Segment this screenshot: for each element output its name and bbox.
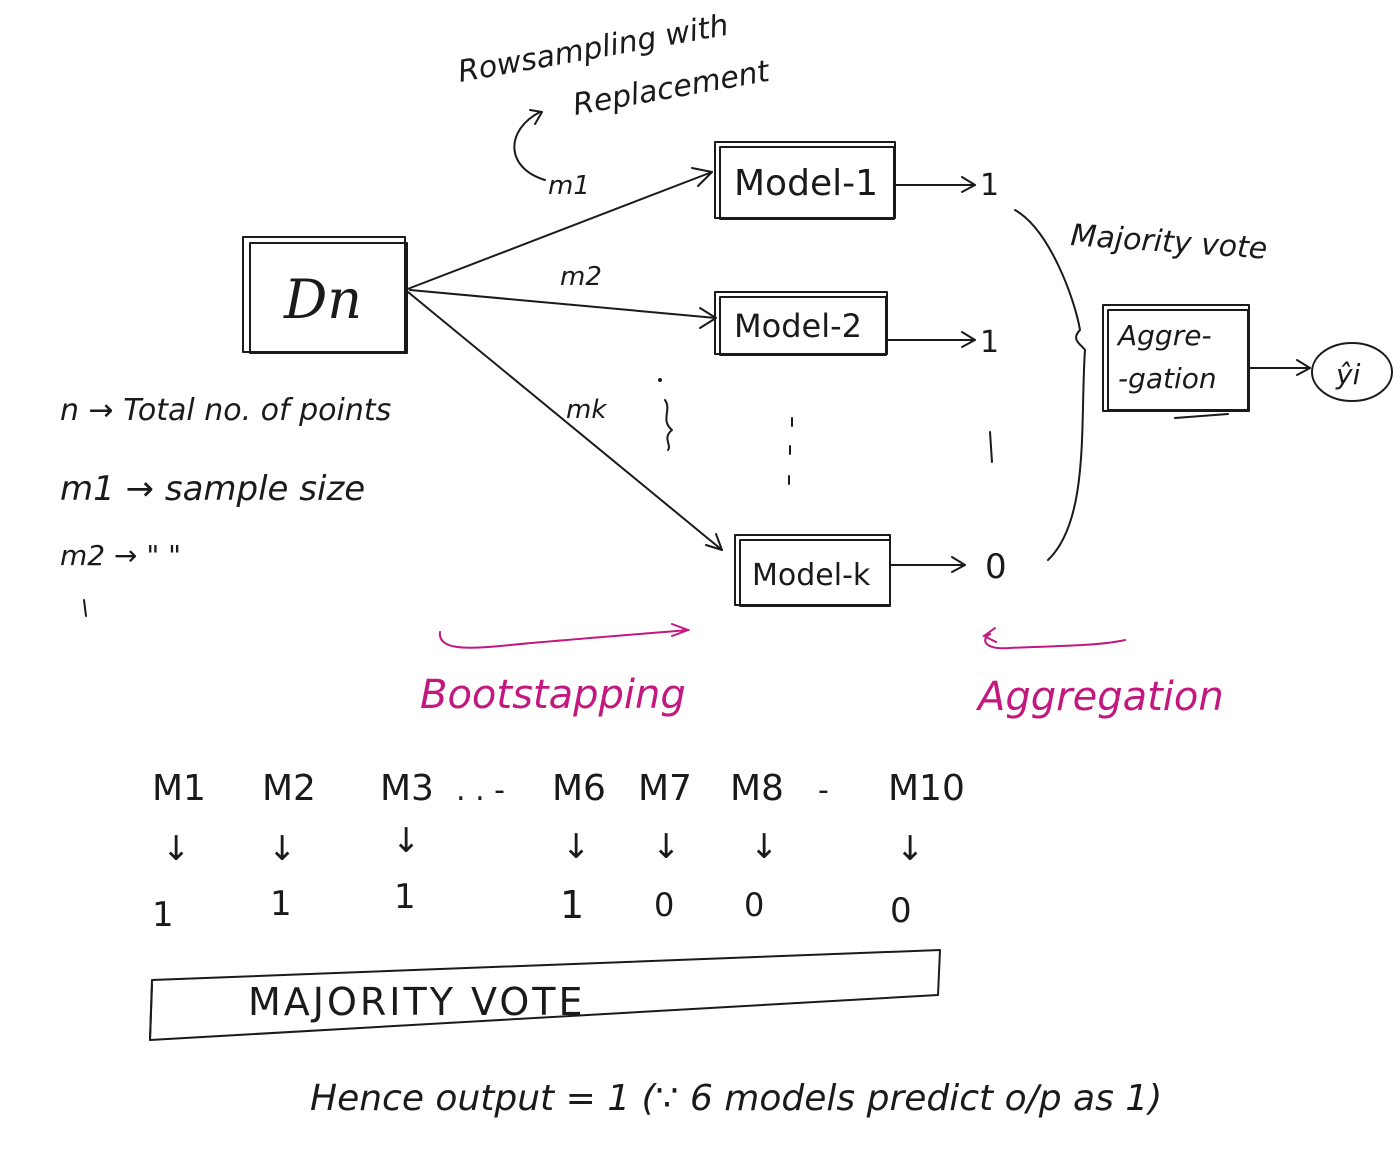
example-value-m2: 1 xyxy=(270,884,292,924)
dataset-label: Dn xyxy=(283,268,362,331)
model-box-1: Model-1 xyxy=(714,141,896,220)
example-ellipsis-2: - xyxy=(818,773,829,808)
majority-vote-label: Majority vote xyxy=(1069,218,1268,267)
example-value-m6: 1 xyxy=(560,883,584,927)
conclusion: Hence output = 1 (∵ 6 models predict o/p… xyxy=(310,1078,1162,1119)
curved-arrow xyxy=(513,111,546,181)
example-header-m10: M10 xyxy=(888,768,965,809)
sample-label-mk: mk xyxy=(566,395,607,425)
model-box-k: Model-k xyxy=(734,534,891,607)
curved-arrow-head xyxy=(529,109,543,125)
sample-label-m2: m2 xyxy=(560,262,602,292)
example-header-m8: M8 xyxy=(730,768,784,809)
legend-m2: m2 → " " xyxy=(60,539,181,572)
bootstrapping-underline xyxy=(438,629,689,649)
majority-brace xyxy=(1014,209,1086,561)
final-output-label: ŷi xyxy=(1335,358,1361,391)
example-value-m7: 0 xyxy=(654,886,674,924)
sample-ellipsis xyxy=(658,378,673,451)
example-arrow: ↓ xyxy=(652,827,681,867)
majority-vote-box: MAJORITY VOTE xyxy=(149,949,941,1041)
example-header-m2: M2 xyxy=(262,768,316,809)
model-output-1: 1 xyxy=(980,168,999,203)
top-note: Rowsampling with Replacement xyxy=(455,8,773,181)
legend-m1: m1 → sample size xyxy=(60,469,365,509)
aggregation-line2: -gation xyxy=(1118,362,1217,395)
example-header-m3: M3 xyxy=(380,768,434,809)
example-arrow: ↓ xyxy=(896,829,925,869)
sample-arrows xyxy=(404,167,723,551)
example-arrow: ↓ xyxy=(750,827,779,867)
example-value-m3: 1 xyxy=(394,877,416,917)
legend-n: n → Total no. of points xyxy=(60,393,391,428)
model-output-k: 0 xyxy=(985,547,1007,587)
example-ellipsis: . . - xyxy=(456,773,505,808)
model-ellipsis xyxy=(788,417,793,485)
example-values: 1 1 1 1 0 0 0 xyxy=(152,877,912,935)
legend-notes: n → Total no. of points m1 → sample size… xyxy=(60,393,391,617)
aggregation-underline xyxy=(984,633,1126,650)
example-arrow: ↓ xyxy=(392,821,421,861)
example-header-m6: M6 xyxy=(552,768,606,809)
example-value-m10: 0 xyxy=(890,891,912,931)
sample-label-m1: m1 xyxy=(548,171,590,201)
example-value-m8: 0 xyxy=(744,886,764,924)
example-header-m7: M7 xyxy=(638,768,692,809)
example-headers: M1 M2 M3 . . - M6 M7 M8 - M10 xyxy=(152,768,965,809)
aggregation-line1: Aggre- xyxy=(1116,319,1212,352)
example-arrow: ↓ xyxy=(162,829,191,869)
model-output-2: 1 xyxy=(980,325,999,360)
dataset-box: Dn xyxy=(242,236,408,354)
phase-aggregation: Aggregation xyxy=(975,674,1224,720)
model-outputs: 1 1 0 xyxy=(886,168,1007,587)
model-box-2: Model-2 xyxy=(714,291,888,356)
final-output: ŷi xyxy=(1311,342,1393,402)
majority-vote-box-label: MAJORITY VOTE xyxy=(248,980,585,1024)
model-label-1: Model-1 xyxy=(734,163,878,204)
example-arrow: ↓ xyxy=(562,827,591,867)
phase-bootstrapping: Bootstapping xyxy=(420,672,686,718)
example-header-m1: M1 xyxy=(152,768,206,809)
aggregation-box: Aggre- -gation xyxy=(1102,304,1250,419)
example-value-m1: 1 xyxy=(152,895,174,935)
model-label-k: Model-k xyxy=(752,558,871,593)
example-arrow: ↓ xyxy=(268,829,297,869)
example-arrows: ↓ ↓ ↓ ↓ ↓ ↓ ↓ xyxy=(162,821,925,869)
model-label-2: Model-2 xyxy=(734,307,862,345)
